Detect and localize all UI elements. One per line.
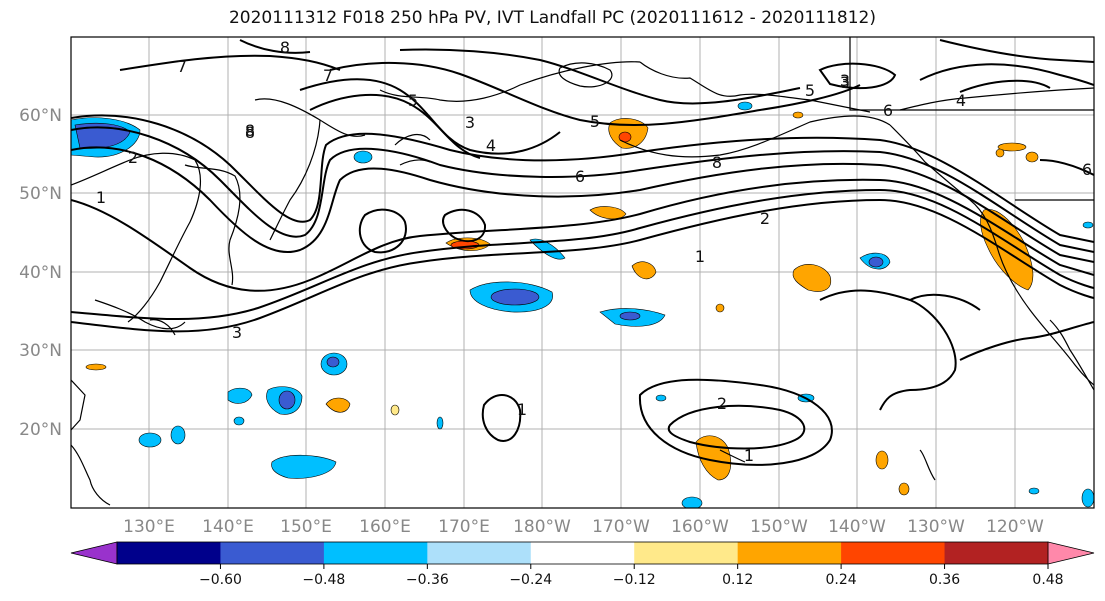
- lon-label: 170°E: [438, 517, 490, 537]
- map-title: 2020111312 F018 250 hPa PV, IVT Landfall…: [228, 8, 876, 28]
- colorbar-segment: [530, 542, 635, 564]
- colorbar-tick-label: −0.48: [302, 572, 345, 588]
- contour-label: 5: [590, 112, 600, 131]
- contour-label: 3: [840, 71, 850, 90]
- contour-label: 1: [744, 446, 754, 465]
- contour-label: 6: [1082, 160, 1092, 179]
- lon-label: 130°W: [907, 517, 965, 537]
- colorbar-segment: [634, 542, 739, 564]
- contour-label: 3: [840, 73, 850, 92]
- lat-label: 60°N: [19, 106, 62, 126]
- lon-label: 120°W: [986, 517, 1044, 537]
- contour-label: 4: [956, 91, 966, 110]
- contour-label: 8: [280, 38, 290, 57]
- ivt-contours: [71, 39, 1094, 466]
- contour-label: 7: [177, 57, 187, 76]
- colorbar-frame: [116, 541, 1049, 565]
- gridlines: [71, 37, 1094, 508]
- lat-label: 30°N: [19, 341, 62, 361]
- contour-label: 1: [695, 247, 705, 266]
- contour-label: 7: [323, 66, 333, 85]
- contour-label: 3: [465, 113, 475, 132]
- colorbar-segment: [220, 542, 325, 564]
- colorbar-segment: [323, 542, 428, 564]
- lon-label: 140°E: [202, 517, 254, 537]
- colorbar-segment: [737, 542, 842, 564]
- lon-label: 150°W: [750, 517, 808, 537]
- lon-label: 150°E: [280, 517, 332, 537]
- contour-label: 1: [517, 400, 527, 419]
- contour-labels: 7 8 7 8 5 3 5 6 4 3 8 2 1 5 3 4 6 8 6 2 …: [96, 38, 1092, 465]
- colorbar-segment: [427, 542, 532, 564]
- lat-label: 40°N: [19, 263, 62, 283]
- colorbar: −0.60 −0.48 −0.36 −0.24 −0.12 0.12 0.24 0.36 0.4…: [70, 541, 1095, 588]
- latitude-labels: 60°N 50°N 40°N 30°N 20°N: [19, 106, 62, 440]
- lon-label: 130°E: [123, 517, 175, 537]
- colorbar-tick-label: 0.48: [1032, 572, 1063, 588]
- coastlines: [71, 37, 1094, 506]
- colorbar-tick-label: −0.36: [406, 572, 449, 588]
- contour-label: 6: [883, 101, 893, 120]
- contour-label: 5: [805, 81, 815, 100]
- contour-label: 8: [245, 123, 255, 142]
- colorbar-segment: [117, 542, 221, 564]
- contour-label: 3: [232, 323, 242, 342]
- colorbar-tick-label: −0.12: [613, 572, 656, 588]
- contour-label: 5: [408, 91, 418, 110]
- contour-label: 2: [760, 209, 770, 228]
- lon-label: 140°W: [828, 517, 886, 537]
- colorbar-tick-label: 0.24: [826, 572, 857, 588]
- colorbar-tick-label: 0.36: [929, 572, 960, 588]
- map-border: [70, 36, 1095, 509]
- lon-label: 180°W: [513, 517, 571, 537]
- lon-label: 170°W: [592, 517, 650, 537]
- contour-label: 8: [245, 121, 255, 140]
- colorbar-tick-label: −0.24: [509, 572, 552, 588]
- contour-label: 6: [575, 167, 585, 186]
- contour-label: 8: [712, 153, 722, 172]
- lon-label: 160°W: [671, 517, 729, 537]
- colorbar-tick-label: −0.60: [199, 572, 242, 588]
- contour-label: 2: [717, 394, 727, 413]
- lon-label: 160°E: [359, 517, 411, 537]
- contour-label: 2: [128, 148, 138, 167]
- colorbar-extend-left: [70, 541, 118, 565]
- colorbar-segment: [841, 542, 946, 564]
- contour-label: 1: [96, 188, 106, 207]
- lat-label: 20°N: [19, 420, 62, 440]
- colorbar-tick-label: 0.12: [722, 572, 753, 588]
- contour-label: 4: [486, 136, 496, 155]
- longitude-labels: 130°E 140°E 150°E 160°E 170°E 180°W 170°…: [123, 517, 1044, 537]
- colorbar-segment: [944, 542, 1049, 564]
- lat-label: 50°N: [19, 184, 62, 204]
- colorbar-extend-right: [1047, 541, 1095, 565]
